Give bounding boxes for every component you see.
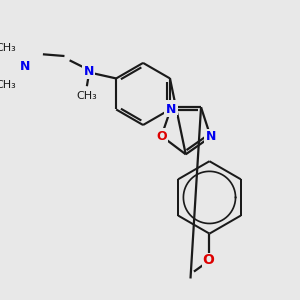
Text: CH₃: CH₃	[76, 91, 97, 100]
Text: N: N	[83, 65, 94, 78]
Text: CH₃: CH₃	[0, 80, 16, 90]
Text: N: N	[166, 103, 176, 116]
Text: CH₃: CH₃	[0, 43, 16, 52]
Text: O: O	[156, 130, 167, 142]
Text: N: N	[166, 101, 176, 114]
Text: O: O	[202, 253, 214, 266]
Text: N: N	[20, 60, 30, 73]
Text: N: N	[206, 130, 216, 143]
